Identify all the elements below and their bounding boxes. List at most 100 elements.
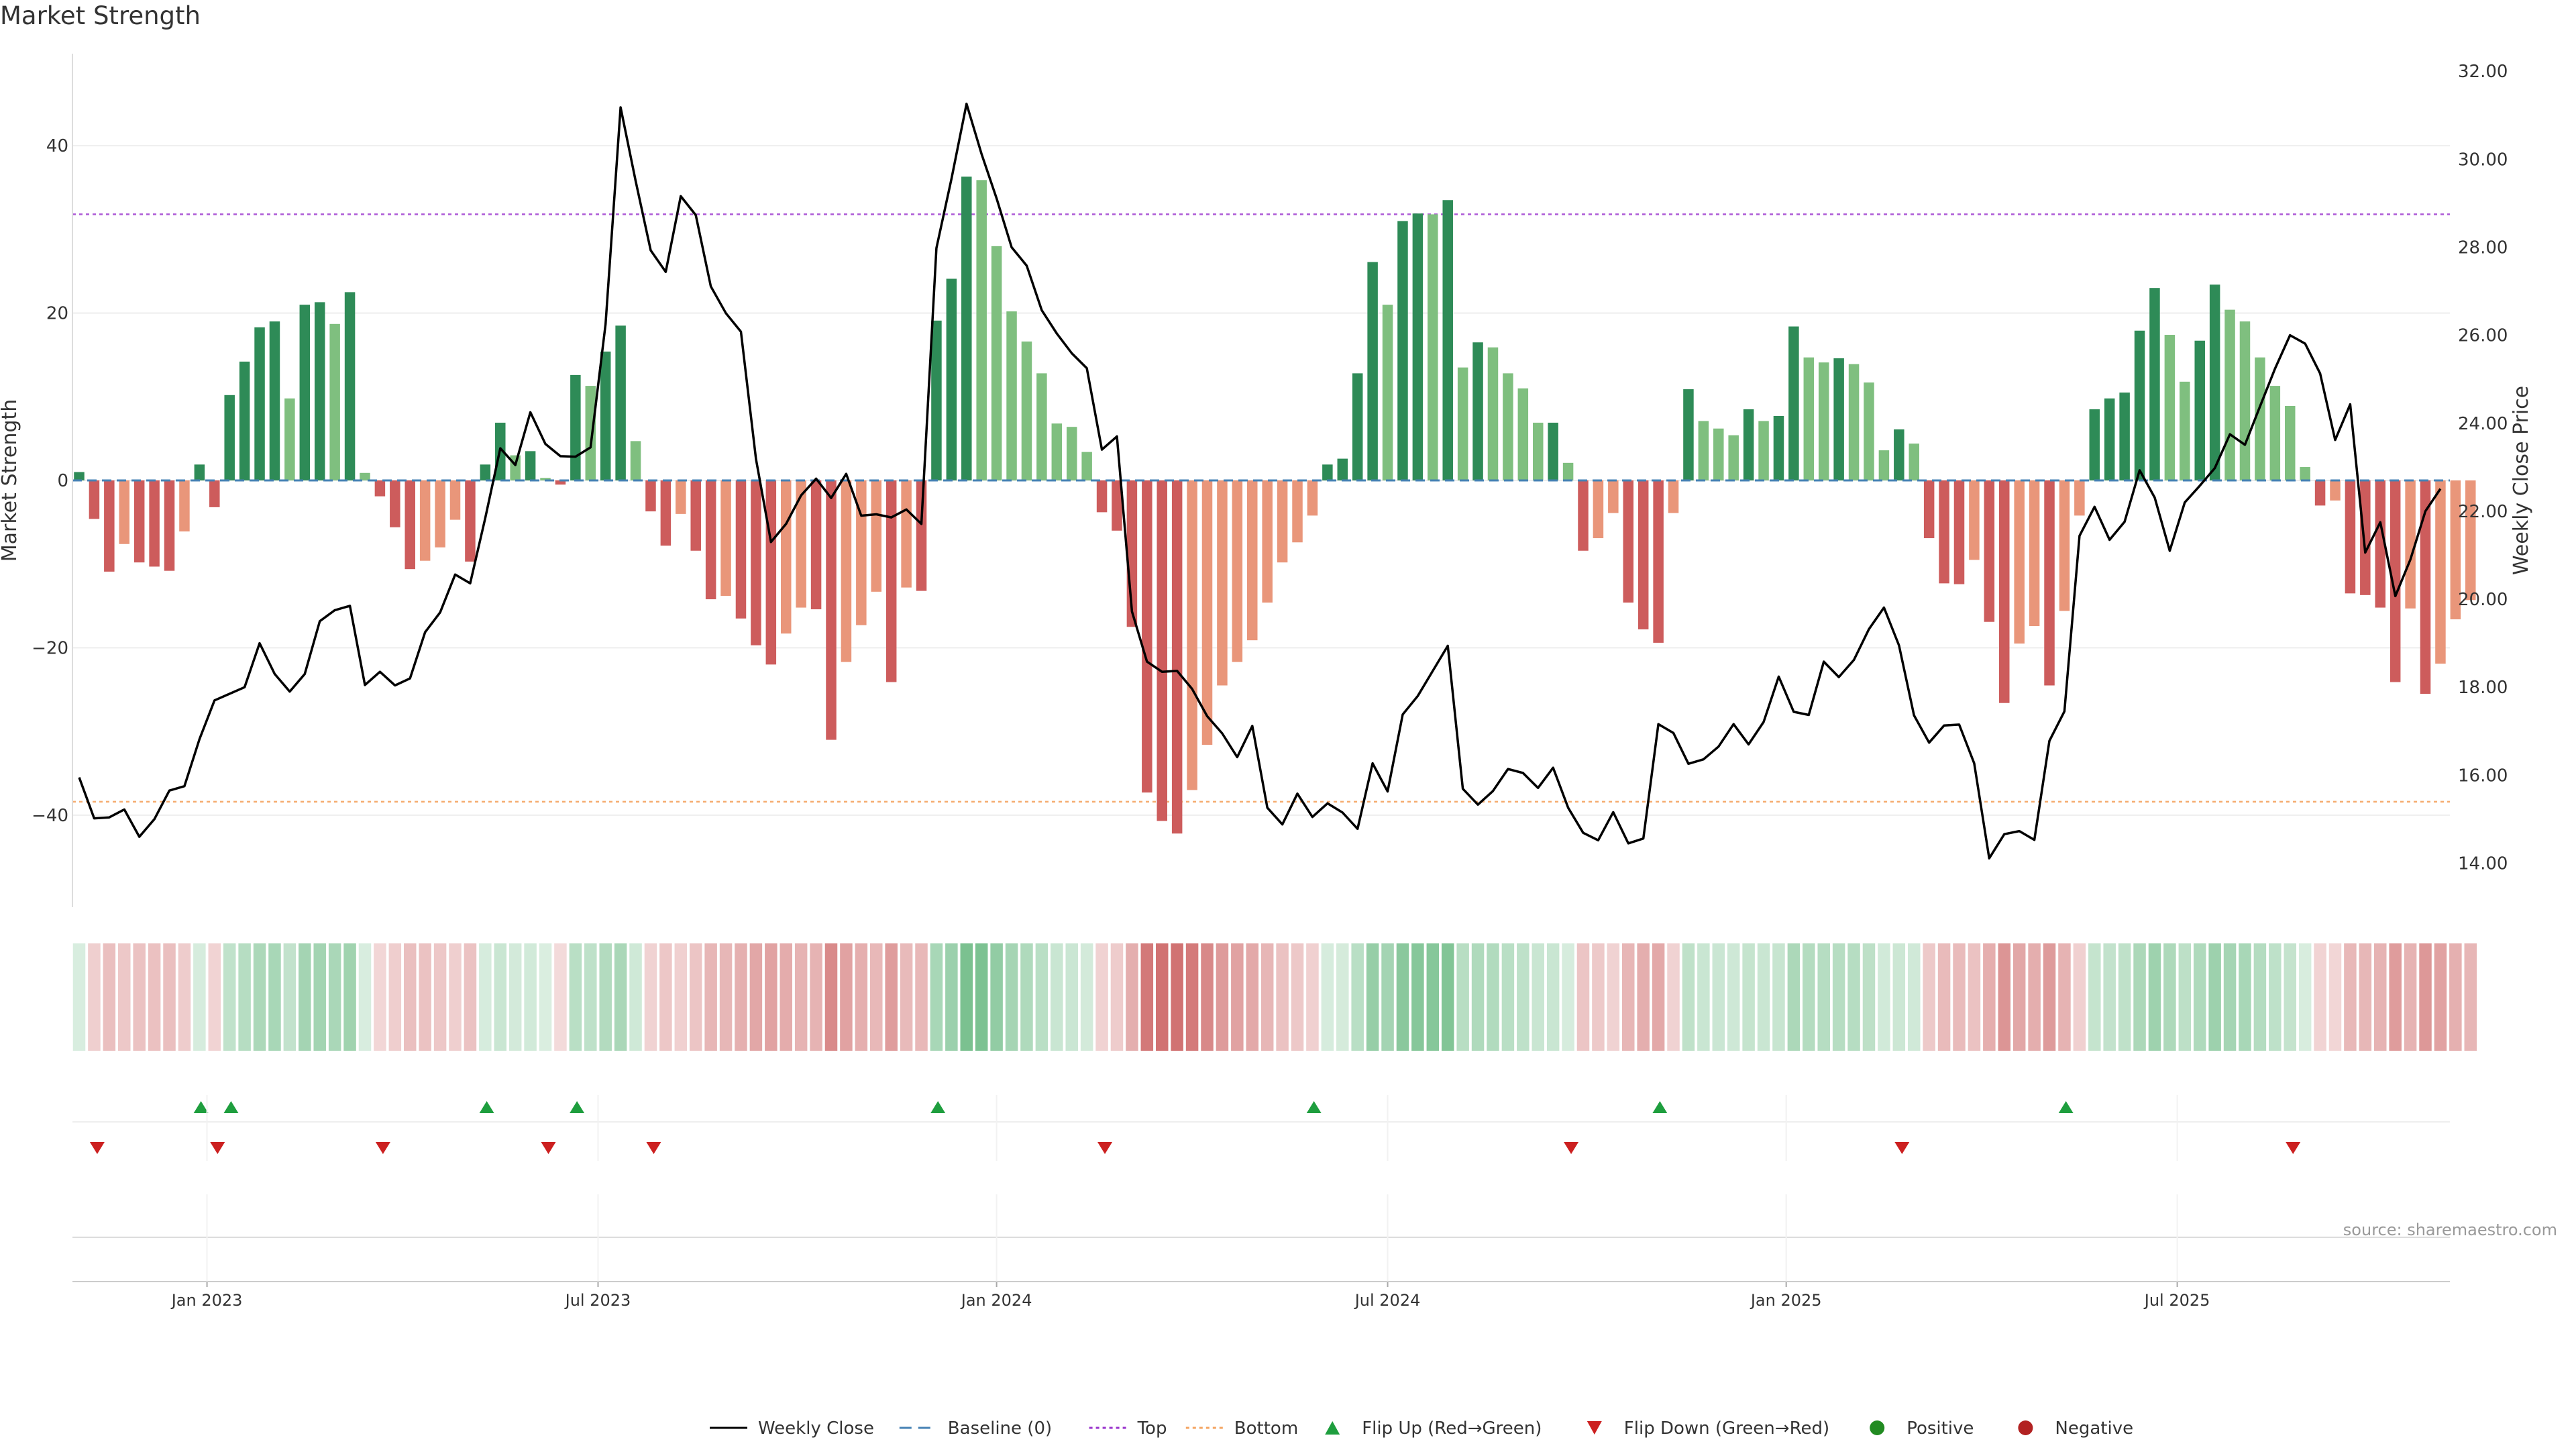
heat-cell bbox=[1862, 943, 1876, 1051]
heat-cell bbox=[930, 943, 943, 1051]
heat-cell bbox=[1065, 943, 1078, 1051]
strength-bar bbox=[2209, 284, 2220, 480]
heat-cell bbox=[1351, 943, 1364, 1051]
heat-cell bbox=[1637, 943, 1650, 1051]
heat-cell bbox=[2148, 943, 2161, 1051]
strength-bar bbox=[284, 398, 295, 480]
heat-cell bbox=[1817, 943, 1830, 1051]
strength-bar bbox=[1713, 428, 1724, 480]
heat-cell bbox=[1246, 943, 1259, 1051]
strength-bar bbox=[2089, 409, 2100, 480]
weekly-close-line bbox=[78, 102, 2442, 860]
strength-bar bbox=[1939, 480, 1949, 584]
legend: Weekly Close Baseline (0) Top Bottom Flip Up… bbox=[710, 1418, 2133, 1439]
heat-cell bbox=[479, 943, 492, 1051]
strength-bar bbox=[570, 374, 581, 480]
strength-bar bbox=[765, 480, 777, 665]
heat-cell bbox=[2208, 943, 2221, 1051]
strength-bar bbox=[2450, 480, 2461, 620]
strength-bar bbox=[1036, 373, 1047, 480]
heat-cell bbox=[1140, 943, 1154, 1051]
axes: 40 20 0 −20 −40 32.00 30.00 28.00 26.00 24.00 22.0… bbox=[0, 54, 2533, 907]
right-tick-label: 24.00 bbox=[2458, 414, 2508, 434]
strength-bar bbox=[1142, 480, 1152, 793]
heat-cell bbox=[1953, 943, 1966, 1051]
strength-bar bbox=[1503, 373, 1513, 480]
heat-cell bbox=[735, 943, 747, 1051]
strength-bar bbox=[1367, 262, 1378, 480]
heat-cell bbox=[1396, 943, 1409, 1051]
strength-bar bbox=[449, 480, 461, 520]
heat-cell bbox=[2028, 943, 2041, 1051]
strength-bar bbox=[1171, 480, 1183, 834]
heat-cell bbox=[780, 943, 792, 1051]
heat-cell bbox=[1456, 943, 1469, 1051]
flip-down-marker bbox=[1564, 1142, 1579, 1154]
heat-cell bbox=[1923, 943, 1935, 1051]
heat-cell bbox=[1441, 943, 1454, 1051]
flip-markers bbox=[72, 1101, 2450, 1238]
heat-cell bbox=[2223, 943, 2237, 1051]
heat-cell bbox=[1532, 943, 1544, 1051]
heat-cell bbox=[749, 943, 763, 1051]
strength-bar bbox=[1457, 367, 1468, 480]
heat-cell bbox=[1622, 943, 1635, 1051]
heat-cell bbox=[1035, 943, 1049, 1051]
right-axis-title: Weekly Close Price bbox=[2510, 386, 2533, 575]
strength-bar bbox=[976, 180, 987, 480]
heat-cell bbox=[1260, 943, 1274, 1051]
heat-cell bbox=[1306, 943, 1319, 1051]
heat-cell bbox=[72, 943, 86, 1051]
heat-cell bbox=[2449, 943, 2462, 1051]
strength-bar bbox=[390, 480, 400, 527]
strength-bar bbox=[1307, 480, 1318, 516]
strength-bar bbox=[2405, 480, 2416, 609]
strength-bar bbox=[1818, 362, 1829, 480]
heat-cell bbox=[945, 943, 958, 1051]
left-tick-label: 0 bbox=[57, 471, 68, 491]
left-axis-title: Market Strength bbox=[0, 399, 21, 562]
triangle-up-icon bbox=[1325, 1421, 1340, 1435]
flip-down-marker bbox=[541, 1142, 556, 1154]
flip-up-marker bbox=[1652, 1101, 1668, 1113]
heat-cell bbox=[870, 943, 883, 1051]
heat-cell bbox=[1546, 943, 1560, 1051]
strength-bar bbox=[676, 480, 686, 514]
heat-cell bbox=[313, 943, 326, 1051]
heat-cell bbox=[794, 943, 808, 1051]
strength-bar bbox=[780, 480, 792, 634]
heat-cell bbox=[1742, 943, 1755, 1051]
heat-cell bbox=[403, 943, 417, 1051]
strength-bar bbox=[329, 323, 340, 480]
heat-cell bbox=[1652, 943, 1665, 1051]
strength-bar bbox=[2164, 335, 2176, 480]
heat-cell bbox=[1426, 943, 1440, 1051]
strength-bar bbox=[751, 480, 761, 645]
strength-bar bbox=[1728, 435, 1739, 480]
strength-bar bbox=[2255, 357, 2265, 480]
heat-cell bbox=[2012, 943, 2026, 1051]
strength-bar bbox=[1247, 480, 1258, 641]
strength-bar bbox=[735, 480, 747, 619]
strength-bar bbox=[2465, 480, 2476, 601]
strength-bar bbox=[480, 464, 491, 480]
heat-cell bbox=[118, 943, 131, 1051]
left-tick-label: 20 bbox=[46, 304, 68, 324]
strength-bar bbox=[1864, 382, 1874, 480]
heat-cell bbox=[1787, 943, 1801, 1051]
heat-cell bbox=[419, 943, 431, 1051]
strength-bar bbox=[826, 480, 837, 740]
strength-bar bbox=[1472, 342, 1483, 480]
heat-cell bbox=[960, 943, 973, 1051]
strength-bar bbox=[615, 325, 626, 480]
heat-cell bbox=[193, 943, 206, 1051]
heat-cell bbox=[1968, 943, 1981, 1051]
heat-cell bbox=[1592, 943, 1605, 1051]
heat-cell bbox=[1667, 943, 1680, 1051]
strength-bar bbox=[1232, 480, 1243, 662]
heat-cell bbox=[2088, 943, 2101, 1051]
strength-bar bbox=[871, 480, 882, 592]
heat-cell bbox=[1185, 943, 1199, 1051]
heat-cell bbox=[1051, 943, 1063, 1051]
